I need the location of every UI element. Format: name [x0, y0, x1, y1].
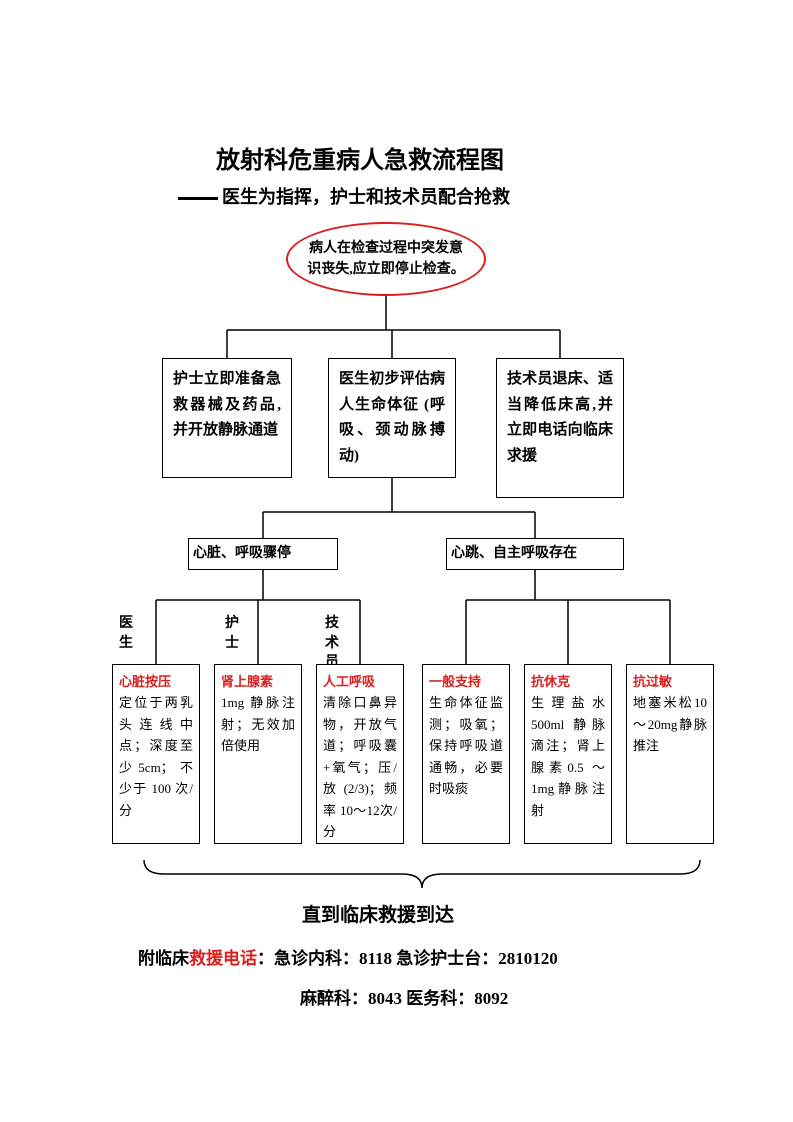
adrenaline-header: 肾上腺素 [221, 671, 295, 692]
role-nurse: 护士 [222, 614, 242, 653]
footer1-prefix: 附临床 [138, 949, 189, 968]
ventilation-body: 清除口鼻异物，开放气道；呼吸囊+氧气；压/放 (2/3)；频率 10～12次/分 [323, 692, 397, 842]
ventilation-header: 人工呼吸 [323, 671, 397, 692]
footer1-rest: ：急诊内科：8118 急诊护士台：2810120 [257, 949, 558, 968]
ventilation: 人工呼吸清除口鼻异物，开放气道；呼吸囊+氧气；压/放 (2/3)；频率 10～1… [316, 664, 404, 844]
footer1-red: 救援电话 [189, 949, 257, 968]
tech-bed: 技术员退床、适当降低床高,并立即电话向临床求援 [496, 358, 624, 498]
page-subtitle: 医生为指挥，护士和技术员配合抢救 [178, 183, 510, 209]
doctor-eval: 医生初步评估病人生命体征 (呼吸、颈动脉搏动) [328, 358, 456, 478]
cpr: 心脏按压定位于两乳头连线中点；深度至少5cm；不少于 100 次/分 [112, 664, 200, 844]
page-title: 放射科危重病人急救流程图 [216, 140, 504, 175]
until-arrival-text: 直到临床救援到达 [302, 900, 454, 927]
general-support: 一般支持生命体征监测；吸氧；保持呼吸道通畅，必要时吸痰 [422, 664, 510, 844]
rescue-phone-line1: 附临床救援电话：急诊内科：8118 急诊护士台：2810120 [138, 944, 558, 969]
adrenaline: 肾上腺素1mg 静脉注射；无效加倍使用 [214, 664, 302, 844]
anti-allergy-body: 地塞米松10～20mg静脉推注 [633, 692, 707, 756]
anti-allergy-header: 抗过敏 [633, 671, 707, 692]
adrenaline-body: 1mg 静脉注射；无效加倍使用 [221, 692, 295, 756]
dash-icon [178, 197, 218, 200]
heartbeat-present: 心跳、自主呼吸存在 [446, 538, 624, 570]
anti-shock-body: 生理盐水500ml 静脉滴注；肾上腺素0.5 ～ 1mg静脉注射 [531, 692, 605, 821]
role-doctor: 医生 [116, 614, 136, 653]
start-node-text: 病人在检查过程中突发意识丧失,应立即停止检查。 [306, 238, 466, 280]
start-node: 病人在检查过程中突发意识丧失,应立即停止检查。 [286, 222, 486, 296]
anti-allergy: 抗过敏地塞米松10～20mg静脉推注 [626, 664, 714, 844]
anti-shock: 抗休克生理盐水500ml 静脉滴注；肾上腺素0.5 ～ 1mg静脉注射 [524, 664, 612, 844]
general-support-header: 一般支持 [429, 671, 503, 692]
cardiac-arrest: 心脏、呼吸骤停 [188, 538, 338, 570]
subtitle-text: 医生为指挥，护士和技术员配合抢救 [222, 187, 510, 207]
general-support-body: 生命体征监测；吸氧；保持呼吸道通畅，必要时吸痰 [429, 692, 503, 799]
cpr-body: 定位于两乳头连线中点；深度至少5cm；不少于 100 次/分 [119, 692, 193, 821]
rescue-phone-line2: 麻醉科：8043 医务科：8092 [300, 984, 508, 1009]
cpr-header: 心脏按压 [119, 671, 193, 692]
nurse-prep: 护士立即准备急救器械及药品,并开放静脉通道 [162, 358, 292, 478]
anti-shock-header: 抗休克 [531, 671, 605, 692]
